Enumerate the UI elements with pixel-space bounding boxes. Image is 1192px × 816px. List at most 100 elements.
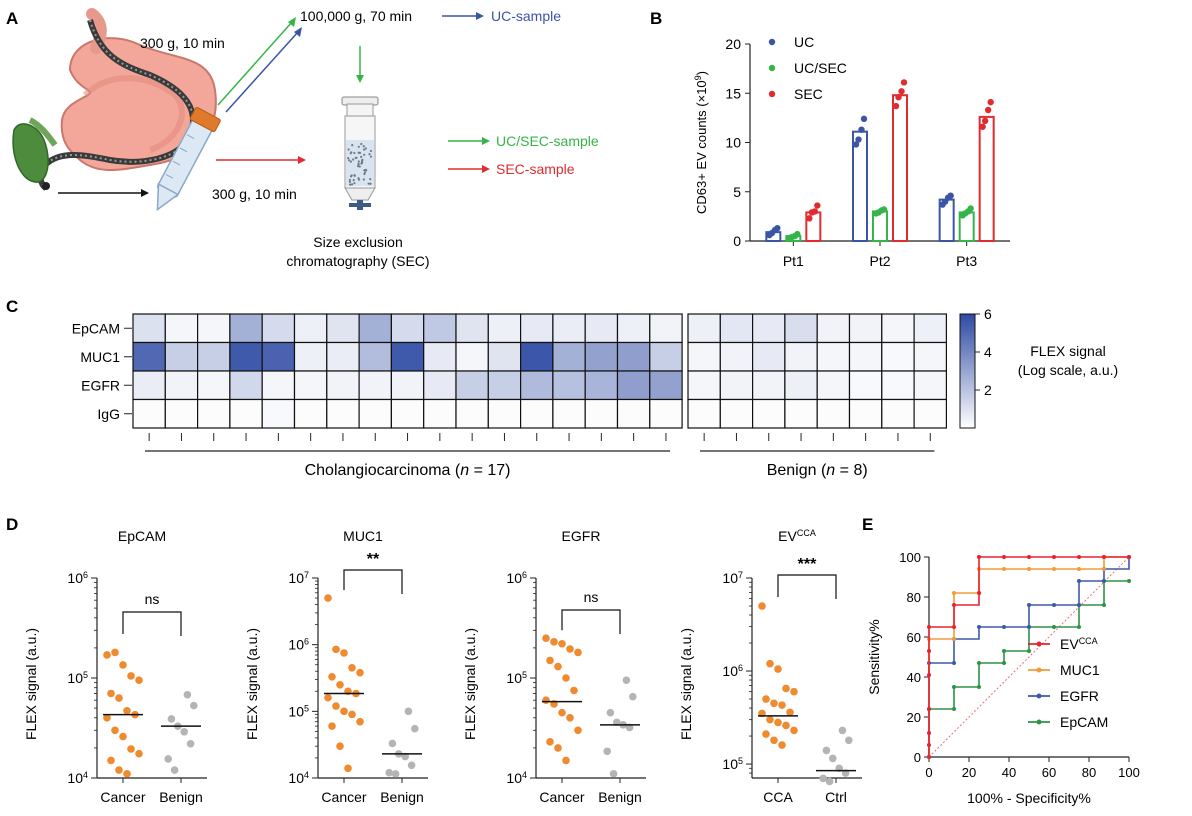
c-cell xyxy=(881,341,915,372)
d-y-tick-label: 105 xyxy=(67,670,88,686)
b-point xyxy=(967,205,974,212)
e-roc-point xyxy=(1077,625,1081,629)
c-cell xyxy=(881,398,915,429)
d-x-tick-label: Benign xyxy=(380,789,424,805)
d-plot-title-base: EpCAM xyxy=(118,528,166,544)
c-cell xyxy=(784,313,818,344)
d-cancer-point xyxy=(542,696,550,704)
d-cancer-point xyxy=(550,638,558,646)
d-cancer-point xyxy=(762,730,770,738)
b-point xyxy=(852,141,860,148)
d-plot-title: EVCCA xyxy=(778,528,816,544)
e-legend-label: MUC1 xyxy=(1060,662,1100,678)
d-cancer-point xyxy=(782,684,790,693)
sec-bead-dot xyxy=(369,182,372,185)
d-benign-point xyxy=(825,777,834,786)
c-cell xyxy=(649,370,683,401)
c-cell xyxy=(552,398,586,429)
c-cell xyxy=(784,370,818,401)
c-cell xyxy=(816,313,851,344)
sec-bead-dot xyxy=(369,155,373,158)
d-cancer-point xyxy=(332,645,340,654)
e-y-axis-label: Sensitivity% xyxy=(866,619,882,694)
d-y-tick-base: 10 xyxy=(67,670,83,686)
step2-label: 100,000 g, 70 min xyxy=(300,8,412,24)
e-y-tick-label: 80 xyxy=(907,590,921,605)
d-cancer-point xyxy=(336,681,344,689)
b-ylabel-main: CD63+ EV counts (×10 xyxy=(694,80,709,214)
e-legend-marker xyxy=(1036,667,1042,673)
d-cancer-point xyxy=(119,732,127,741)
e-roc-point xyxy=(952,637,956,641)
c-cell xyxy=(423,313,457,344)
panel-letter-b: B xyxy=(650,9,662,28)
d-y-tick-exp: 4 xyxy=(522,770,527,780)
e-legend-label: EVCCA xyxy=(1060,636,1098,652)
e-legend-label-base: MUC1 xyxy=(1060,662,1100,678)
b-point xyxy=(892,102,900,110)
d-benign-point xyxy=(622,676,631,685)
c-cell xyxy=(552,313,586,344)
c-cell xyxy=(784,341,818,372)
c-cell xyxy=(326,341,360,372)
sec-bead-dot xyxy=(358,165,361,168)
b-ylabel-exp: 9 xyxy=(693,75,703,80)
d-sig-bracket xyxy=(122,611,182,636)
d-benign-point xyxy=(819,774,827,783)
d-y-tick-exp: 7 xyxy=(738,570,743,580)
d-y-tick-exp: 5 xyxy=(304,703,309,713)
sec-bead-dot xyxy=(353,174,356,177)
e-roc-point xyxy=(1027,555,1031,559)
b-point xyxy=(811,208,819,215)
b-ylabel-end: ) xyxy=(694,71,709,75)
sec-bead-dot xyxy=(369,178,372,181)
c-cell xyxy=(261,370,296,401)
e-roc-point xyxy=(977,625,981,629)
b-x-tick-label: Pt1 xyxy=(783,253,804,269)
d-x-tick-label: Cancer xyxy=(100,789,145,805)
c-cell xyxy=(519,341,554,372)
sec-bead-dot xyxy=(347,148,350,151)
c-cell xyxy=(487,341,522,372)
c-cell xyxy=(229,341,263,372)
d-cancer-point xyxy=(762,695,770,703)
e-legend-label-base: EGFR xyxy=(1060,688,1099,704)
e-roc-line xyxy=(928,580,1129,757)
d-sig-label: ns xyxy=(584,589,599,605)
sec-bead-dot xyxy=(363,171,367,174)
c-group-label-pre: Cholangiocarcinoma ( xyxy=(305,462,461,479)
d-benign-point xyxy=(603,747,611,756)
d-cancer-point xyxy=(766,659,774,668)
c-cell xyxy=(423,398,457,429)
d-y-tick-label: 106 xyxy=(288,637,309,653)
d-cancer-point xyxy=(115,694,123,702)
e-roc-point xyxy=(1102,555,1106,559)
c-cell xyxy=(616,313,651,344)
c-cell xyxy=(293,341,328,372)
sec-bead-dot xyxy=(362,178,365,181)
c-cell xyxy=(487,370,522,401)
c-cell xyxy=(848,370,883,401)
d-x-tick-label: CCA xyxy=(763,789,793,805)
c-cell xyxy=(881,313,915,344)
d-cancer-point xyxy=(546,656,554,665)
d-benign-point xyxy=(164,755,172,763)
step1-label: 300 g, 10 min xyxy=(140,35,225,51)
e-roc-point xyxy=(1052,567,1056,571)
d-plot-title: EGFR xyxy=(562,528,601,544)
c-cell xyxy=(132,370,166,401)
d-cancer-point xyxy=(324,594,332,602)
c-group-label: Cholangiocarcinoma (n = 17) xyxy=(305,462,511,479)
d-plot-title-base: EV xyxy=(778,528,797,544)
c-cell xyxy=(719,341,754,372)
c-cell xyxy=(261,313,296,344)
sec-bead-dot xyxy=(349,183,352,186)
d-y-tick-base: 10 xyxy=(722,756,738,772)
d-cancer-point xyxy=(562,756,570,765)
c-cell xyxy=(584,341,619,372)
c-cell xyxy=(164,341,199,372)
b-legend-marker xyxy=(768,64,776,72)
sec-bead-dot xyxy=(363,153,366,156)
b-y-tick-label: 10 xyxy=(725,135,741,151)
